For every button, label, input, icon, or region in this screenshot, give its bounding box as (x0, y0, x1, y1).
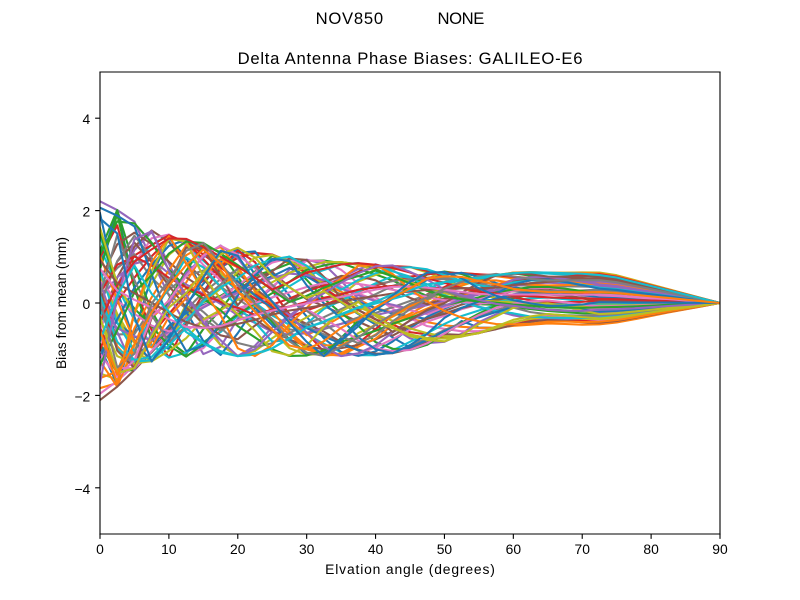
svg-text:20: 20 (230, 541, 246, 557)
svg-text:30: 30 (299, 541, 315, 557)
svg-text:Elvation angle (degrees): Elvation angle (degrees) (325, 561, 495, 577)
svg-text:Delta Antenna Phase Biases: GA: Delta Antenna Phase Biases: GALILEO-E6 (238, 49, 583, 68)
svg-text:NONE: NONE (438, 9, 485, 28)
svg-text:Bias from mean (mm): Bias from mean (mm) (53, 237, 69, 369)
svg-text:0: 0 (96, 541, 104, 557)
svg-text:0: 0 (83, 296, 91, 312)
svg-text:70: 70 (575, 541, 591, 557)
svg-text:40: 40 (368, 541, 384, 557)
svg-text:10: 10 (161, 541, 177, 557)
svg-text:80: 80 (643, 541, 659, 557)
svg-text:60: 60 (506, 541, 522, 557)
svg-text:50: 50 (437, 541, 453, 557)
svg-text:2: 2 (83, 204, 91, 220)
svg-text:NOV850: NOV850 (316, 9, 384, 28)
svg-text:−4: −4 (74, 481, 90, 497)
svg-text:90: 90 (712, 541, 728, 557)
svg-text:−2: −2 (74, 388, 90, 404)
svg-text:4: 4 (83, 111, 91, 127)
